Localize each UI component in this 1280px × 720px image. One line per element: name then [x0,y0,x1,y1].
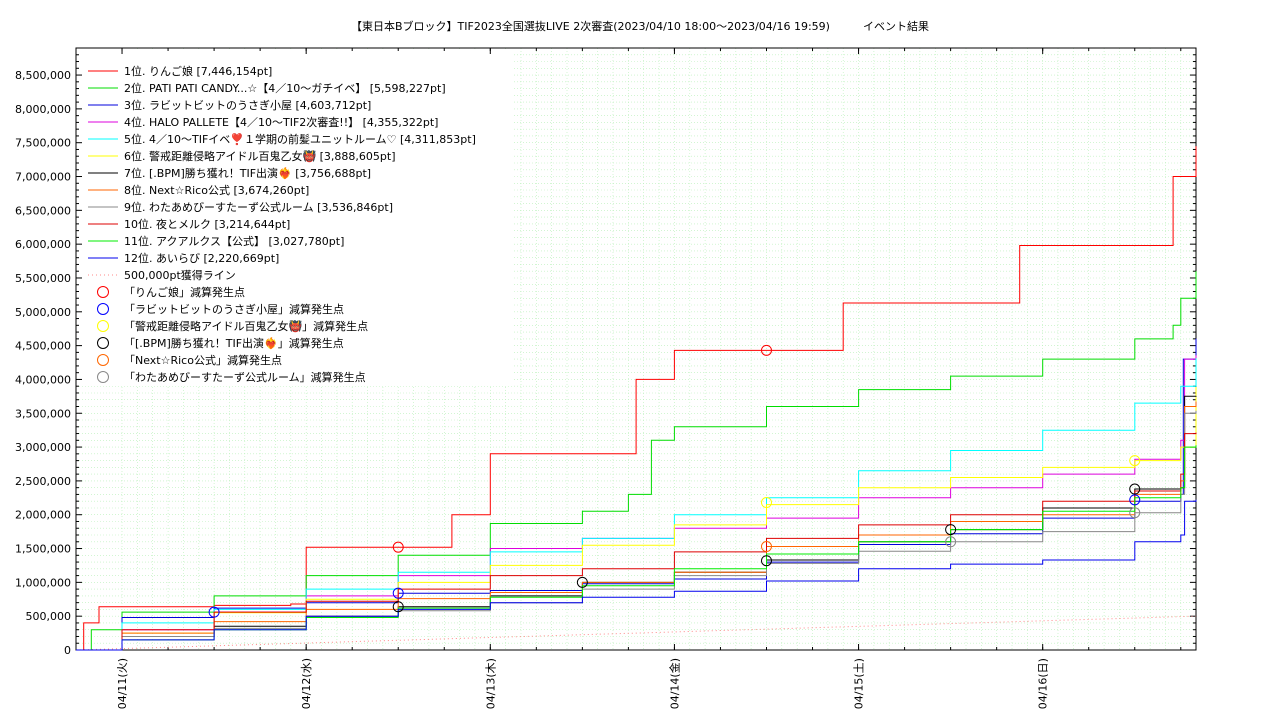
legend-marker-swatch [97,303,109,315]
y-tick-label: 0 [64,644,71,657]
event-marker [945,536,957,548]
legend-label: 「ラビットビットのうさぎ小屋」減算発生点 [124,302,344,316]
series-line-11 [76,445,1197,651]
event-marker [1129,494,1141,506]
legend-label: 10位. 夜とメルク [3,214,644pt] [124,217,290,231]
event-marker [760,541,772,553]
y-tick-label: 8,000,000 [15,103,71,116]
x-tick-label: 04/16(日) [1037,658,1050,709]
event-marker [576,576,588,588]
event-marker [392,541,404,553]
legend-label: 1位. りんご娘 [7,446,154pt] [124,64,272,78]
legend-marker-swatch [97,286,109,298]
event-marker [1129,483,1141,495]
legend-label: 2位. PATI PATI CANDY...☆【4／10〜ガチイベ】 [5,59… [124,81,446,95]
y-tick-label: 2,500,000 [15,475,71,488]
legend-marker-swatch [97,337,109,349]
chart-title: 【東日本Bブロック】TIF2023全国選抜LIVE 2次審査(2023/04/1… [351,20,929,33]
y-tick-label: 3,500,000 [15,407,71,420]
y-tick-label: 1,500,000 [15,543,71,556]
event-marker [945,524,957,536]
y-tick-label: 5,000,000 [15,306,71,319]
event-marker [760,344,772,356]
series-line-2 [76,271,1197,651]
legend-marker-swatch [97,354,109,366]
legend-label: 「警戒距離侵略アイドル百鬼乙女👹」減算発生点 [124,319,368,333]
event-marker [1129,455,1141,467]
legend-label: 11位. アクアルクス【公式】 [3,027,780pt] [124,234,344,248]
x-tick-label: 04/14(金) [667,658,681,709]
event-marker [1129,507,1141,519]
legend-label: 5位. 4／10〜TIFイベ❣️１学期の前髪ユニットルーム♡ [4,311,85… [124,132,476,146]
legend-label: 「りんご娘」減算発生点 [124,285,245,299]
legend-label: 3位. ラビットビットのうさぎ小屋 [4,603,712pt] [124,98,371,112]
legend-label: 6位. 警戒距離侵略アイドル百鬼乙女👹 [3,888,605pt] [124,149,396,163]
event-marker [760,497,772,509]
y-tick-label: 1,000,000 [15,576,71,589]
series-line-1 [76,146,1197,651]
event-marker [208,606,220,618]
series-line-5 [76,358,1197,651]
y-tick-label: 6,000,000 [15,238,71,251]
legend-marker-swatch [97,371,109,383]
x-tick-label: 04/15(土) [853,658,866,709]
y-tick-label: 8,500,000 [15,69,71,82]
legend-label: 7位. [.BPM]勝ち獲れ！TIF出演❤️‍🔥 [3,756,688pt] [124,166,371,180]
y-tick-label: 7,500,000 [15,137,71,150]
y-tick-label: 7,000,000 [15,171,71,184]
legend-label: 「わたあめびーすたーず公式ルーム」減算発生点 [124,370,366,384]
y-tick-label: 3,000,000 [15,441,71,454]
y-tick-label: 4,500,000 [15,340,71,353]
legend-label: 500,000pt獲得ライン [124,269,236,282]
reference-line [75,615,1197,651]
x-tick-label: 04/13(木) [484,658,497,709]
legend-label: 8位. Next☆Rico公式 [3,674,260pt] [124,183,309,197]
y-tick-label: 2,000,000 [15,509,71,522]
event-marker [760,555,772,567]
y-tick-label: 5,500,000 [15,272,71,285]
event-marker [392,587,404,599]
legend-label: 「Next☆Rico公式」減算発生点 [124,353,282,367]
legend-background [77,49,513,386]
legend-label: 「[.BPM]勝ち獲れ！TIF出演❤️‍🔥」減算発生点 [124,336,344,350]
series-line-12 [76,499,1197,651]
x-tick-label: 04/12(水) [300,658,313,709]
x-tick-label: 04/11(火) [116,658,129,709]
event-marker [392,601,404,613]
legend-label: 9位. わたあめびーすたーず公式ルーム [3,536,846pt] [124,200,393,214]
legend-label: 4位. HALO PALLETE【4／10〜TIF2次審査!!】 [4,355,… [124,115,438,129]
y-tick-label: 6,500,000 [15,204,71,217]
y-tick-label: 4,000,000 [15,373,71,386]
legend-marker-swatch [97,320,109,332]
y-tick-label: 500,000 [26,610,72,623]
legend-label: 12位. あいらび [2,220,669pt] [124,251,279,265]
